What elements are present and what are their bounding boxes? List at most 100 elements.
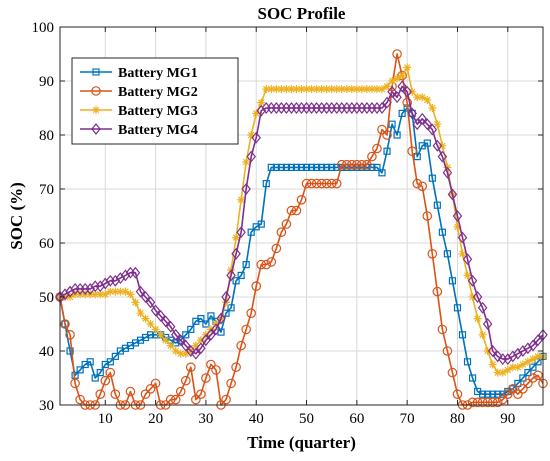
series-3-point bbox=[272, 85, 281, 94]
series-1-point bbox=[524, 369, 532, 377]
series-4-point bbox=[130, 266, 141, 279]
series-4-line bbox=[59, 85, 544, 360]
x-axis-label: Time (quarter) bbox=[247, 433, 356, 452]
series-4-point bbox=[437, 150, 448, 163]
series-2-point bbox=[301, 178, 312, 189]
series-1-point bbox=[458, 331, 467, 339]
series-4-point bbox=[462, 253, 473, 266]
x-tick-label: 60 bbox=[349, 411, 364, 427]
series-3-point bbox=[332, 85, 341, 94]
series-1-point bbox=[237, 271, 245, 279]
x-tick-label: 10 bbox=[98, 411, 113, 427]
legend-item: Battery MG1 bbox=[80, 66, 198, 81]
series-4-point bbox=[155, 309, 166, 322]
series-4-point bbox=[477, 301, 488, 314]
series-3-point bbox=[176, 349, 185, 358]
series-3-point bbox=[483, 347, 492, 355]
series-2-point bbox=[497, 394, 508, 405]
series-3-point bbox=[433, 120, 442, 129]
series-1-point bbox=[479, 390, 487, 398]
series-4-point bbox=[397, 80, 407, 93]
series-4-point bbox=[487, 345, 498, 357]
series-3-point bbox=[322, 85, 331, 94]
series-2-point bbox=[251, 281, 262, 291]
series-4-point bbox=[175, 334, 186, 347]
series-2-point bbox=[211, 365, 221, 375]
series-1-point bbox=[207, 312, 215, 320]
series-4-point bbox=[528, 339, 538, 352]
series-2-point bbox=[417, 181, 428, 192]
series-4-point bbox=[150, 304, 161, 317]
series-4-point bbox=[170, 328, 181, 341]
x-tick-label: 90 bbox=[500, 411, 515, 427]
series-1-point bbox=[227, 304, 235, 312]
series-3-point bbox=[513, 363, 522, 372]
series-4-point bbox=[115, 272, 126, 285]
series-3-point bbox=[503, 365, 512, 374]
legend-item: Battery MG2 bbox=[80, 85, 198, 100]
series-1-point bbox=[398, 109, 406, 118]
series-2-point bbox=[241, 324, 251, 335]
series-3-point bbox=[196, 336, 205, 345]
series-4-point bbox=[523, 342, 533, 355]
series-2-point bbox=[392, 49, 402, 59]
legend-label: Battery MG2 bbox=[118, 85, 198, 100]
series-3-point bbox=[518, 360, 527, 369]
series-1-point bbox=[272, 163, 280, 171]
series-3-point bbox=[508, 363, 517, 372]
series-2-point bbox=[362, 159, 372, 170]
series-4-point bbox=[482, 318, 493, 330]
series-2-point bbox=[110, 389, 121, 399]
series-3-point bbox=[171, 347, 180, 355]
y-tick-label: 80 bbox=[39, 128, 54, 144]
series-2-point bbox=[186, 362, 196, 372]
series-1-point bbox=[463, 358, 472, 366]
series-4-point bbox=[377, 102, 387, 114]
series-4-point bbox=[221, 291, 231, 303]
series-1-point bbox=[202, 320, 210, 328]
series-1-point bbox=[197, 315, 205, 323]
series-2-point bbox=[331, 178, 342, 189]
series-4-point bbox=[447, 188, 458, 201]
series-2-point bbox=[508, 383, 518, 394]
series-3-point bbox=[357, 85, 366, 94]
series-3-point bbox=[121, 287, 130, 296]
series-3-point bbox=[247, 131, 256, 139]
series-2-point bbox=[75, 394, 85, 405]
series-4-point bbox=[231, 247, 241, 260]
legend-item: Battery MG4 bbox=[80, 123, 198, 138]
series-1-point bbox=[453, 304, 462, 312]
series-3-point bbox=[533, 352, 542, 361]
series-1-point bbox=[443, 250, 452, 258]
y-tick-label: 70 bbox=[39, 182, 54, 198]
legend-swatch-marker bbox=[92, 68, 100, 76]
series-3-point bbox=[101, 290, 110, 299]
series-3-point bbox=[181, 349, 190, 358]
series-2-point bbox=[236, 340, 246, 351]
series-3-point bbox=[383, 82, 392, 91]
series-3-point bbox=[146, 320, 155, 328]
legend: Battery MG1 Battery MG2 Battery MG3 Battery… bbox=[71, 57, 239, 145]
series-2-point bbox=[60, 319, 70, 329]
series-2-point bbox=[513, 389, 523, 399]
legend-swatch-marker bbox=[91, 86, 101, 96]
series-2-point bbox=[221, 394, 231, 405]
series-1-point bbox=[519, 374, 527, 382]
series-3-point bbox=[463, 271, 472, 280]
series-2-point bbox=[105, 367, 116, 378]
series-1-point bbox=[468, 374, 477, 382]
series-1-point bbox=[302, 163, 311, 171]
series-2-point bbox=[70, 378, 80, 389]
series-4-point bbox=[412, 118, 422, 131]
series-layer bbox=[55, 49, 548, 410]
series-3-point bbox=[61, 293, 70, 301]
series-2-point bbox=[206, 359, 216, 370]
series-3-point bbox=[292, 85, 301, 94]
series-1-point bbox=[428, 174, 436, 182]
series-3-point bbox=[106, 287, 115, 296]
series-3-point bbox=[408, 87, 417, 96]
series-2-point bbox=[246, 308, 256, 318]
series-3-point bbox=[242, 158, 251, 166]
series-4-point bbox=[467, 274, 478, 287]
